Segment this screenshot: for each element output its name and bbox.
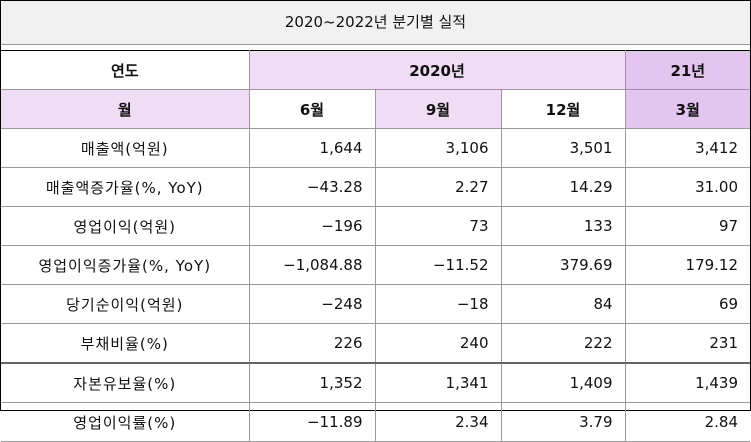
value-cell: 3,412 [624, 128, 751, 168]
value-cell: 226 [248, 323, 376, 364]
value-cell: 379.69 [500, 245, 626, 285]
value-cell: 3,106 [374, 128, 502, 168]
month-header-3: 3월 [624, 89, 751, 129]
value-cell: 222 [500, 323, 626, 364]
row-label: 매출액(억원) [1, 128, 250, 168]
year-label-cell: 연도 [1, 50, 250, 90]
value-cell: 2.34 [374, 402, 502, 442]
quarterly-results-table: 연도 2020년 21년 월 6월 9월 12월 3월 매출액(억원) 1,644… [1, 50, 751, 442]
value-cell: 1,341 [374, 362, 502, 403]
year-2020-header: 2020년 [248, 50, 626, 90]
year-header-row: 연도 2020년 21년 [1, 50, 751, 90]
value-cell: 97 [624, 206, 751, 246]
month-label-cell: 월 [1, 89, 250, 129]
row-label: 영업이익률(%) [1, 402, 250, 442]
table-row: 영업이익(억원) −196 73 133 97 [1, 206, 751, 246]
value-cell: −18 [374, 284, 502, 324]
value-cell: 3,501 [500, 128, 626, 168]
value-cell: 31.00 [624, 167, 751, 207]
row-label: 영업이익(억원) [1, 206, 250, 246]
month-header-6: 6월 [248, 89, 376, 129]
value-cell: 133 [500, 206, 626, 246]
value-cell: 14.29 [500, 167, 626, 207]
table-row: 부채비율(%) 226 240 222 231 [1, 323, 751, 364]
value-cell: 73 [374, 206, 502, 246]
value-cell: 1,409 [500, 362, 626, 403]
row-label: 영업이익증가율(%, YoY) [1, 245, 250, 285]
value-cell: −11.52 [374, 245, 502, 285]
value-cell: 231 [624, 323, 751, 364]
month-header-9: 9월 [374, 89, 502, 129]
table-row: 매출액증가율(%, YoY) −43.28 2.27 14.29 31.00 [1, 167, 751, 207]
value-cell: −196 [248, 206, 376, 246]
row-label: 매출액증가율(%, YoY) [1, 167, 250, 207]
value-cell: 1,352 [248, 362, 376, 403]
value-cell: 240 [374, 323, 502, 364]
table-row: 당기순이익(억원) −248 −18 84 69 [1, 284, 751, 324]
value-cell: 3.79 [500, 402, 626, 442]
value-cell: 2.27 [374, 167, 502, 207]
value-cell: −43.28 [248, 167, 376, 207]
table-row: 영업이익증가율(%, YoY) −1,084.88 −11.52 379.69 179.… [1, 245, 751, 285]
value-cell: −248 [248, 284, 376, 324]
row-label: 당기순이익(억원) [1, 284, 250, 324]
row-label: 부채비율(%) [1, 323, 250, 364]
row-label: 자본유보율(%) [1, 362, 250, 403]
value-cell: 2.84 [624, 402, 751, 442]
value-cell: 84 [500, 284, 626, 324]
table-title: 2020~2022년 분기별 실적 [1, 1, 750, 45]
value-cell: −1,084.88 [248, 245, 376, 285]
year-21-header: 21년 [624, 50, 751, 90]
value-cell: 179.12 [624, 245, 751, 285]
value-cell: 69 [624, 284, 751, 324]
value-cell: 1,644 [248, 128, 376, 168]
month-header-12: 12월 [500, 89, 626, 129]
month-header-row: 월 6월 9월 12월 3월 [1, 89, 751, 129]
table-row: 매출액(억원) 1,644 3,106 3,501 3,412 [1, 128, 751, 168]
table-row: 영업이익률(%) −11.89 2.34 3.79 2.84 [1, 402, 751, 442]
value-cell: −11.89 [248, 402, 376, 442]
value-cell: 1,439 [624, 362, 751, 403]
table-row: 자본유보율(%) 1,352 1,341 1,409 1,439 [1, 362, 751, 403]
